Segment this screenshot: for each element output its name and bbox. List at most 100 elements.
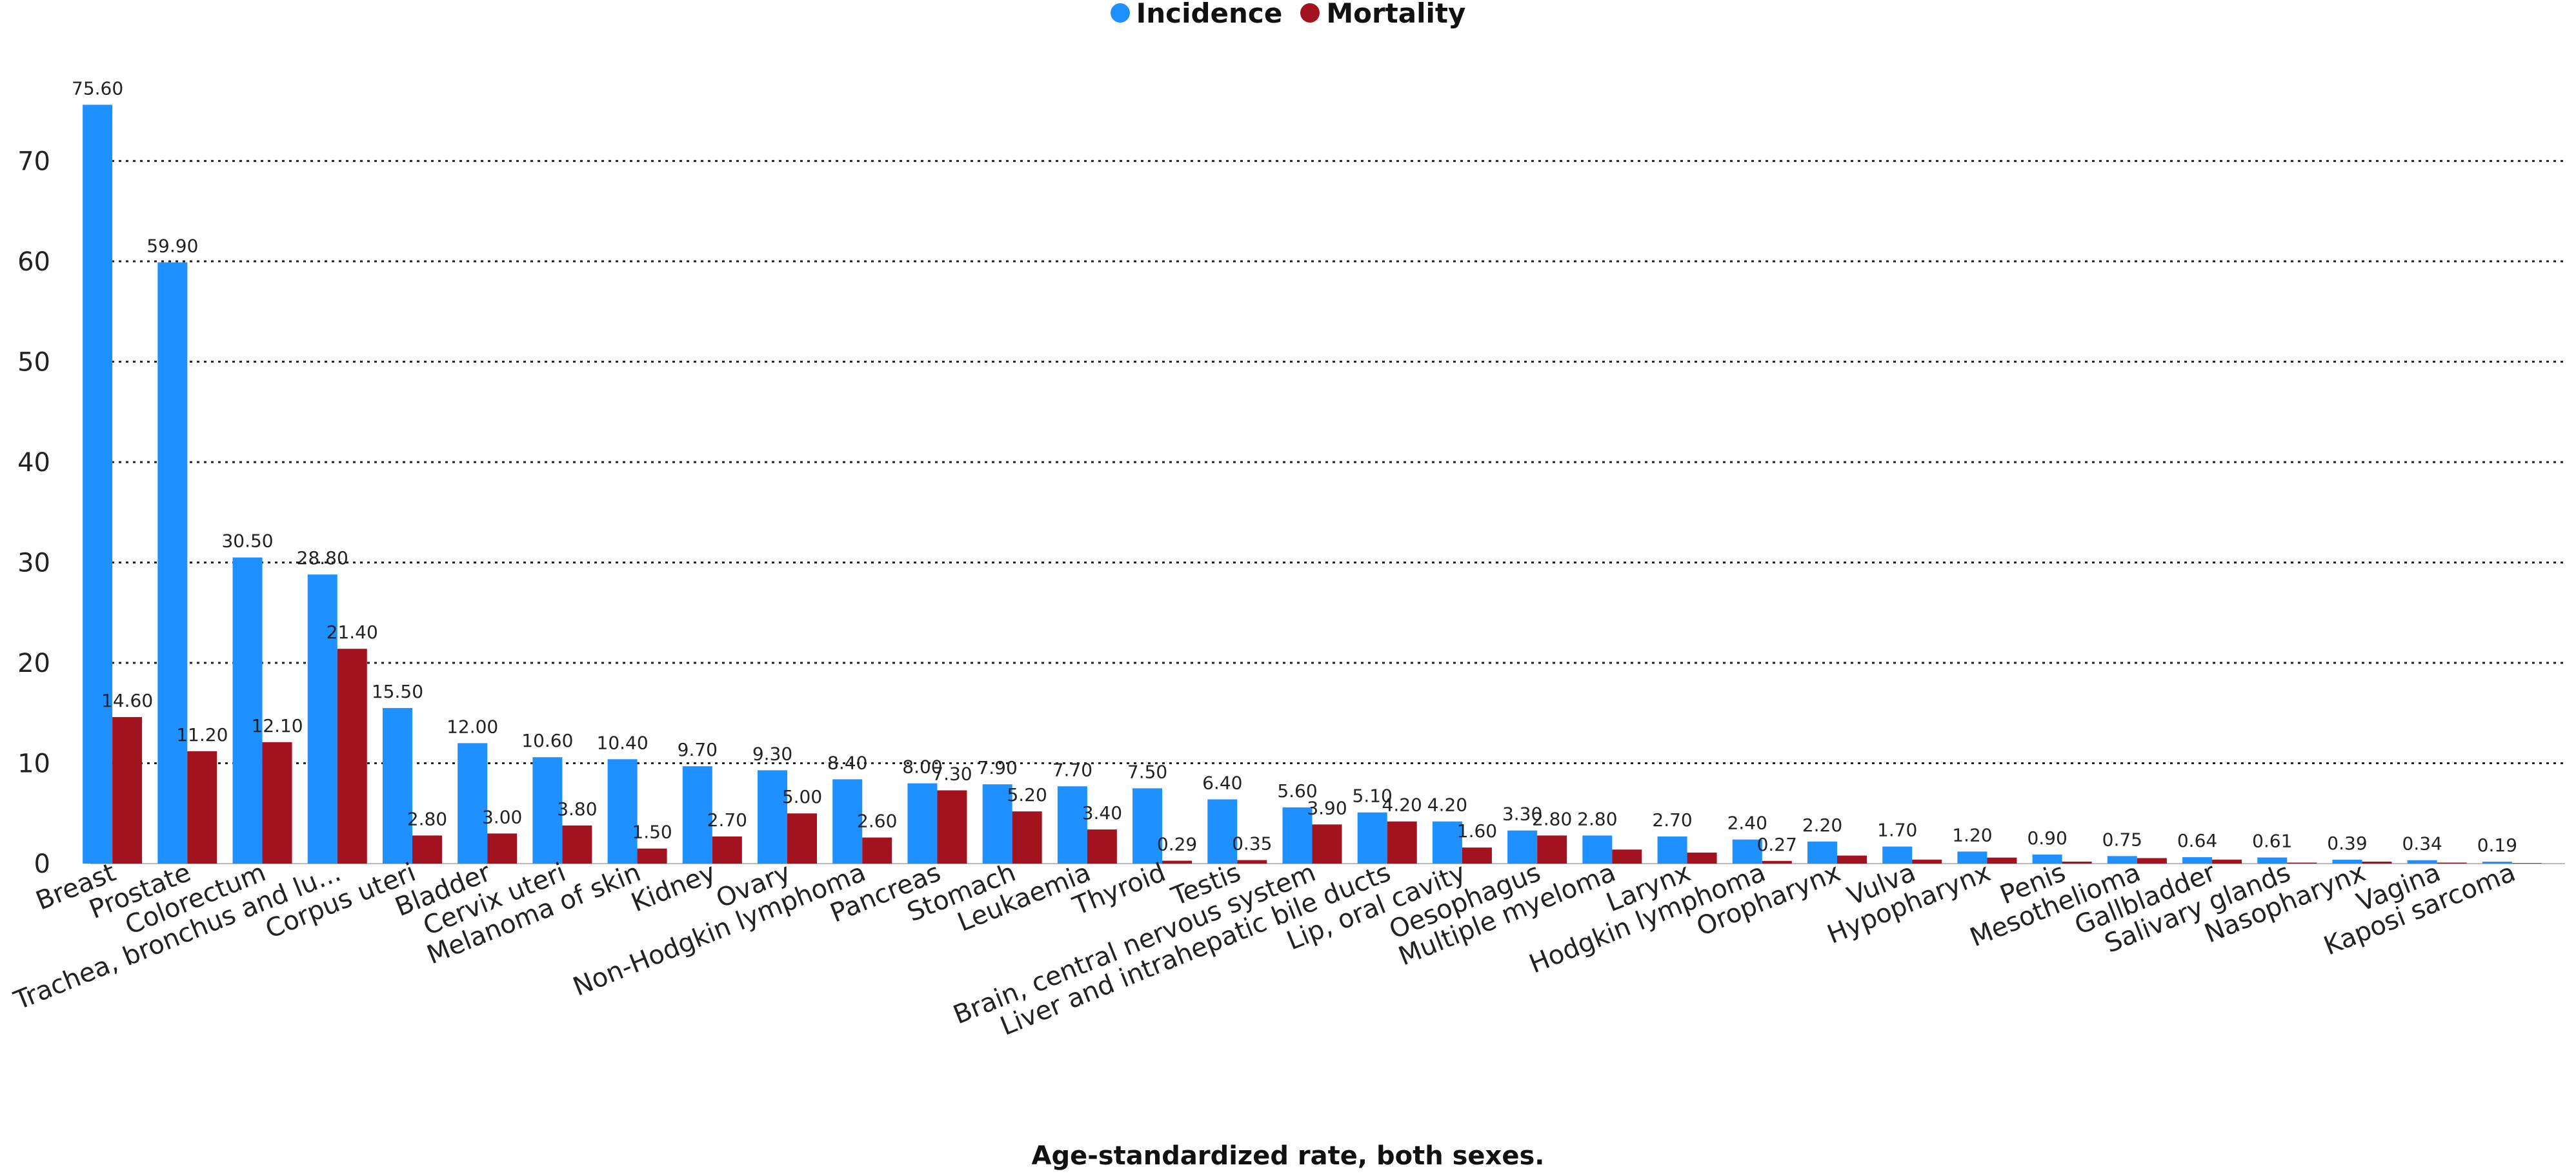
- data-label-mortality: 4.20: [1382, 795, 1422, 816]
- bar-incidence: [1507, 830, 1538, 864]
- bar-mortality: [262, 742, 292, 864]
- bar-mortality: [1612, 849, 1642, 864]
- data-label-incidence: 1.70: [1877, 820, 1917, 841]
- data-label-incidence: 2.80: [1577, 808, 1617, 829]
- bar-mortality: [862, 837, 892, 864]
- data-label-incidence: 30.50: [221, 531, 273, 552]
- data-label-incidence: 59.90: [146, 235, 198, 256]
- bar-mortality: [487, 833, 518, 864]
- bar-incidence: [1132, 788, 1163, 864]
- bar-incidence: [458, 743, 488, 864]
- bar-incidence: [1582, 835, 1613, 864]
- data-label-mortality: 2.60: [857, 811, 897, 832]
- bar-mortality: [337, 649, 367, 864]
- bar-mortality: [1462, 847, 1492, 864]
- data-label-incidence: 8.40: [827, 752, 867, 773]
- bar-incidence: [982, 784, 1012, 864]
- data-label-incidence: 8.00: [902, 756, 942, 778]
- data-label-incidence: 5.10: [1353, 786, 1393, 807]
- bar-incidence: [2482, 862, 2512, 864]
- bar-mortality: [637, 848, 667, 864]
- data-label-mortality: 5.00: [782, 786, 822, 807]
- data-label-mortality: 3.90: [1307, 797, 1347, 818]
- bar-mortality: [2287, 862, 2317, 864]
- bar-mortality: [937, 790, 967, 864]
- data-label-incidence: 7.50: [1127, 761, 1167, 782]
- bar-incidence: [682, 766, 712, 864]
- bar-mortality: [787, 813, 818, 864]
- bar-mortality: [2137, 858, 2167, 864]
- bar-incidence: [2257, 857, 2288, 864]
- y-tick-label: 0: [34, 849, 50, 879]
- legend-mortality-label: Mortality: [1326, 0, 1466, 29]
- bar-incidence: [1207, 799, 1238, 864]
- data-label-mortality: 11.20: [176, 724, 228, 745]
- data-label-mortality: 1.60: [1457, 820, 1497, 842]
- bar-mortality: [2062, 861, 2092, 864]
- data-label-incidence: 0.75: [2102, 829, 2142, 850]
- y-tick-label: 10: [17, 749, 50, 778]
- bar-incidence: [607, 759, 638, 864]
- data-label-mortality: 2.70: [707, 809, 747, 831]
- bar-incidence: [83, 105, 113, 864]
- bar-incidence: [1807, 841, 1837, 864]
- data-label-incidence: 15.50: [372, 681, 423, 702]
- bar-incidence: [1432, 821, 1462, 864]
- data-label-mortality: 3.00: [482, 806, 522, 827]
- data-label-incidence: 2.40: [1727, 813, 1767, 834]
- data-label-incidence: 3.30: [1502, 804, 1542, 825]
- bar-incidence: [1357, 812, 1387, 864]
- y-tick-label: 60: [17, 247, 50, 277]
- data-label-incidence: 4.20: [1427, 795, 1467, 816]
- bar-incidence: [232, 557, 263, 864]
- bar-incidence: [1657, 836, 1687, 864]
- data-label-mortality: 5.20: [1007, 784, 1047, 806]
- data-label-incidence: 9.30: [752, 743, 792, 764]
- bar-mortality: [2362, 861, 2392, 864]
- legend-item-mortality[interactable]: Mortality: [1300, 0, 1465, 29]
- legend-incidence-label: Incidence: [1136, 0, 1283, 29]
- data-label-incidence: 2.20: [1802, 815, 1842, 836]
- bar-mortality: [1836, 855, 1867, 864]
- data-label-incidence: 2.70: [1652, 809, 1692, 831]
- bar-mortality: [1987, 857, 2017, 864]
- bar-incidence: [1957, 851, 1987, 864]
- legend-incidence-marker: [1110, 3, 1130, 23]
- data-label-mortality: 0.29: [1157, 833, 1197, 855]
- bar-mortality: [1162, 860, 1192, 864]
- data-label-incidence: 5.60: [1277, 780, 1317, 802]
- data-label-incidence: 28.80: [297, 547, 348, 569]
- y-tick-label: 40: [17, 448, 50, 478]
- bar-incidence: [382, 707, 412, 864]
- bar-incidence: [2407, 860, 2437, 864]
- data-label-incidence: 7.90: [977, 757, 1017, 778]
- data-label-mortality: 2.80: [407, 808, 447, 829]
- data-label-incidence: 7.70: [1052, 759, 1092, 780]
- bar-incidence: [1057, 786, 1087, 864]
- data-label-mortality: 2.80: [1532, 808, 1572, 829]
- legend-item-incidence[interactable]: Incidence: [1110, 0, 1283, 29]
- data-label-mortality: 12.10: [251, 715, 303, 736]
- data-label-mortality: 7.30: [932, 763, 972, 784]
- bar-incidence: [307, 574, 337, 864]
- bar-mortality: [2212, 859, 2242, 864]
- data-label-mortality: 0.35: [1232, 833, 1272, 855]
- bar-mortality: [1687, 852, 1717, 864]
- bar-mortality: [1387, 821, 1417, 864]
- data-label-mortality: 3.80: [557, 798, 597, 820]
- data-label-mortality: 0.27: [1757, 834, 1797, 855]
- bar-incidence: [1732, 839, 1762, 864]
- data-label-incidence: 0.19: [2477, 835, 2517, 856]
- y-tick-label: 30: [17, 548, 50, 578]
- data-label-incidence: 0.90: [2027, 827, 2067, 849]
- y-tick-label: 50: [17, 347, 50, 377]
- bar-mortality: [187, 751, 217, 864]
- data-label-mortality: 21.40: [327, 622, 378, 643]
- bar-mortality: [1762, 860, 1792, 864]
- bar-incidence: [758, 770, 788, 864]
- bar-incidence: [2332, 859, 2362, 864]
- data-label-mortality: 1.50: [632, 822, 672, 843]
- bar-incidence: [157, 262, 188, 864]
